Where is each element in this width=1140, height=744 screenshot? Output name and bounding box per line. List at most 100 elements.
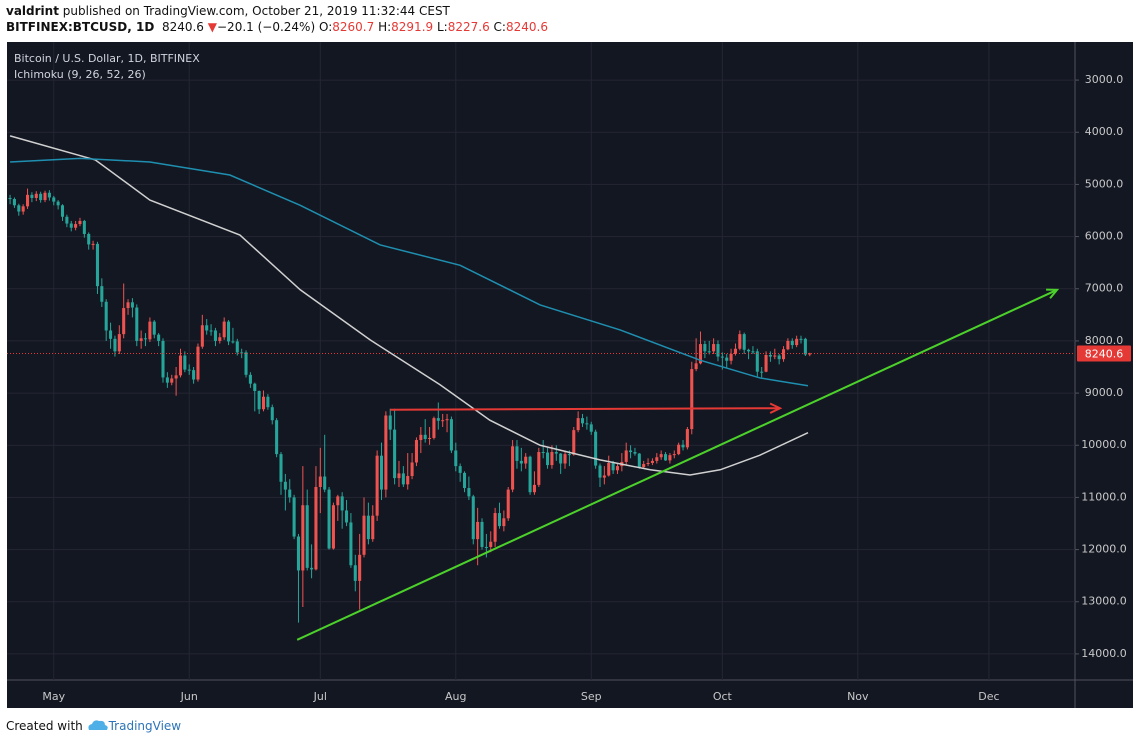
candle-body [301, 505, 305, 571]
y-tick-label: 3000.0 [1085, 73, 1124, 86]
candle-body [157, 334, 161, 341]
candle-body [528, 456, 532, 493]
candle-body [21, 206, 25, 212]
candle-body [760, 371, 764, 373]
candle-body [707, 351, 711, 353]
candle-body [135, 307, 139, 341]
candle-body [524, 456, 528, 464]
candle-body [336, 496, 340, 506]
change: −20.1 (−0.24%) [217, 20, 316, 34]
candle-body [462, 472, 467, 489]
candle-body [235, 341, 239, 353]
candle-body [122, 308, 126, 335]
candle-body [192, 370, 196, 380]
candle-body [716, 344, 720, 357]
candle-body [17, 205, 21, 212]
candle-body [655, 457, 659, 461]
candle-body [275, 420, 279, 455]
ohlc-key: L: [436, 20, 448, 34]
candle-body [283, 481, 287, 490]
candle-body [117, 334, 121, 352]
trend-drawing [296, 288, 1058, 641]
last: 8240.6 [161, 20, 204, 34]
candle-body [506, 489, 510, 519]
candle-body [113, 338, 117, 352]
candle-body [292, 497, 296, 537]
candle-body [672, 454, 676, 456]
candle-body [646, 462, 650, 465]
candle-body [515, 446, 519, 461]
y-tick-label: 8000.0 [1085, 334, 1124, 347]
price-label: 8240.6 [1085, 347, 1124, 360]
candle-body [213, 330, 217, 341]
candle-body [240, 352, 244, 354]
candle-body [74, 224, 78, 228]
candle-body [681, 444, 685, 448]
candle-body [205, 325, 209, 331]
candle-body [497, 513, 502, 527]
candle-body [729, 353, 733, 361]
y-tick-label: 13000.0 [1081, 595, 1127, 608]
footer-brand[interactable]: TradingView [108, 719, 182, 733]
candle-body [362, 515, 366, 555]
candle-body [196, 346, 200, 380]
candle-body [174, 375, 178, 379]
candle-body [511, 446, 515, 490]
candle-body [375, 455, 379, 516]
candle-body [244, 352, 248, 375]
candle-body [379, 455, 384, 490]
candle-body [720, 356, 724, 358]
candle-body [712, 344, 716, 352]
candle-body [615, 466, 620, 471]
candle-body [47, 192, 51, 198]
candle-body [738, 334, 742, 349]
published: published on TradingView.com, October 21… [62, 4, 450, 18]
candle-body [694, 363, 698, 370]
candle-body [642, 464, 646, 468]
candle-body [611, 462, 615, 471]
x-tick-label: Dec [978, 690, 999, 703]
candle-body [803, 338, 807, 355]
candle-body [91, 243, 95, 245]
candle-body [310, 567, 314, 570]
candle-body [532, 484, 536, 493]
candle-body [454, 450, 458, 467]
candle-body [445, 419, 449, 421]
arrow-head [769, 402, 783, 414]
candle-body [563, 454, 567, 464]
candle-body [519, 460, 523, 464]
ohlc-key: H: [378, 20, 392, 34]
candle-body [659, 454, 663, 458]
candle-body [790, 340, 794, 346]
candle-body [257, 390, 261, 410]
candle-body [502, 518, 506, 527]
candle-body [751, 351, 755, 353]
y-tick-label: 4000.0 [1085, 125, 1124, 138]
candle-body [52, 197, 56, 202]
candle-body [143, 338, 148, 340]
candle-body [624, 450, 628, 462]
candle-body [580, 418, 585, 424]
candle-body [126, 302, 130, 309]
ohlc-value: 8260.7 [332, 20, 375, 34]
candle-body [432, 418, 436, 438]
candle-body [567, 454, 571, 456]
candle-body [773, 355, 777, 357]
chart: Bitcoin / U.S. Dollar, 1D, BITFINEX Ichi… [7, 42, 1133, 708]
candle-body [12, 199, 16, 206]
candle-body [585, 423, 589, 425]
candle-body [554, 452, 558, 454]
candle-body [725, 357, 729, 361]
y-tick-label: 9000.0 [1085, 386, 1124, 399]
candle-body [305, 505, 309, 568]
candle-body [345, 510, 349, 523]
candle-body [799, 338, 803, 340]
candle-body [183, 355, 187, 370]
x-tick-label: Nov [847, 690, 869, 703]
candle-body [288, 489, 292, 498]
candle-body [227, 321, 231, 342]
candle-body [419, 434, 423, 441]
candle-body [546, 452, 550, 466]
candle-body [261, 396, 266, 410]
